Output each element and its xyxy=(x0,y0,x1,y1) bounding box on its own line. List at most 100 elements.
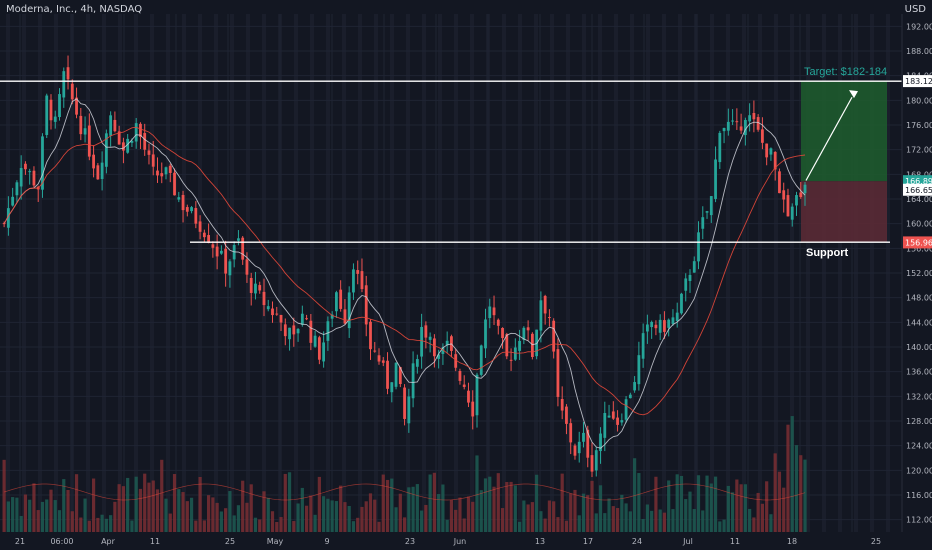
price-tick-label: 144.00 xyxy=(906,318,932,327)
volume-bar xyxy=(160,459,164,532)
symbol-title[interactable]: Moderna, Inc., 4h, NASDAQ xyxy=(6,4,143,15)
volume-bar xyxy=(309,495,313,532)
candle-body xyxy=(24,163,27,170)
volume-bar xyxy=(777,471,782,532)
volume-bar xyxy=(675,474,679,532)
candle-body xyxy=(552,320,556,352)
target-arrow-head xyxy=(849,90,858,99)
price-tick-label: 160.00 xyxy=(906,220,932,229)
volume-bar xyxy=(650,510,654,532)
candle-body xyxy=(548,317,551,319)
time-tick-label: 17 xyxy=(583,537,593,546)
candle-body xyxy=(100,162,104,179)
candle-body xyxy=(645,324,649,332)
volume-bar xyxy=(441,484,445,532)
volume-bar xyxy=(803,459,807,532)
candle-body xyxy=(620,420,624,423)
horizontal-gridlines xyxy=(0,25,902,521)
time-tick-label: 11 xyxy=(150,537,160,546)
position-zones xyxy=(801,81,887,243)
volume-bar xyxy=(368,493,373,532)
candle-body xyxy=(718,132,722,163)
candle-body xyxy=(62,71,66,98)
volume-bar xyxy=(794,445,799,532)
volume-bar xyxy=(202,520,206,532)
volume-bar xyxy=(633,458,637,532)
candle-body xyxy=(526,327,530,331)
candle-body xyxy=(650,321,654,328)
candle-body xyxy=(66,67,70,80)
volume-bar xyxy=(449,499,454,532)
candle-body xyxy=(113,119,117,132)
candle-body xyxy=(607,415,611,418)
volume-bar xyxy=(756,492,760,532)
candle-body xyxy=(87,125,91,157)
volume-bar xyxy=(326,498,330,532)
volume-bar xyxy=(535,474,539,532)
volume-bar xyxy=(104,518,108,532)
candle-body xyxy=(262,291,266,306)
volume-bar xyxy=(130,520,134,532)
candle-body xyxy=(624,399,628,420)
candle-body xyxy=(194,208,198,224)
candle-body xyxy=(258,285,262,291)
time-tick-label: 25 xyxy=(225,537,235,546)
volume-bar xyxy=(696,475,701,532)
price-tick-label: 124.00 xyxy=(906,442,932,451)
candle-body xyxy=(761,129,764,143)
time-tick-label: May xyxy=(267,537,284,546)
volume-bar xyxy=(11,497,15,532)
volume-bar xyxy=(164,498,168,532)
volume-bar xyxy=(488,476,492,532)
candle-body xyxy=(675,312,679,321)
volume-bar xyxy=(462,518,466,532)
volume-bar xyxy=(83,498,87,532)
candle-body xyxy=(275,313,279,315)
volume-bar xyxy=(377,521,381,532)
candle-body xyxy=(373,350,377,352)
candle-body xyxy=(364,285,368,325)
candle-body xyxy=(488,306,492,319)
volume-bar xyxy=(36,510,40,532)
candle-body xyxy=(117,131,121,145)
time-tick-label: 24 xyxy=(632,537,642,546)
volume-bar xyxy=(343,502,347,532)
volume-bar xyxy=(373,499,377,532)
candle-body xyxy=(339,289,343,309)
volume-bar xyxy=(74,474,79,532)
candle-body xyxy=(641,333,645,359)
candle-body xyxy=(156,170,159,176)
volume-bar xyxy=(760,503,765,532)
volume-bar xyxy=(637,473,641,532)
candle-body xyxy=(130,140,134,143)
volume-bar xyxy=(560,473,564,532)
candle-body xyxy=(41,136,44,190)
candle-body xyxy=(467,390,470,403)
candle-body xyxy=(330,314,334,319)
volume-bar xyxy=(556,517,560,532)
volume-bar xyxy=(143,473,147,532)
candle-body xyxy=(577,441,581,454)
candle-body xyxy=(377,355,381,362)
candle-body xyxy=(237,238,240,241)
candle-body xyxy=(19,167,23,187)
volume-bar xyxy=(49,489,53,532)
volume-bar xyxy=(671,509,675,532)
price-tick-label: 180.00 xyxy=(906,96,932,105)
candle-body xyxy=(104,133,108,167)
volume-bar xyxy=(181,492,185,532)
volume-bar xyxy=(19,515,23,532)
candle-body xyxy=(173,172,176,196)
time-tick-label: 11 xyxy=(730,537,740,546)
candle-body xyxy=(530,333,534,357)
volume-bar xyxy=(581,493,586,532)
candle-body xyxy=(335,292,338,312)
volume-bar xyxy=(219,511,223,532)
candle-body xyxy=(697,232,700,262)
volume-bar xyxy=(773,453,777,532)
volume-bar xyxy=(598,485,603,532)
level-lines xyxy=(0,80,902,243)
price-badge xyxy=(903,183,932,196)
candle-body xyxy=(752,112,756,120)
